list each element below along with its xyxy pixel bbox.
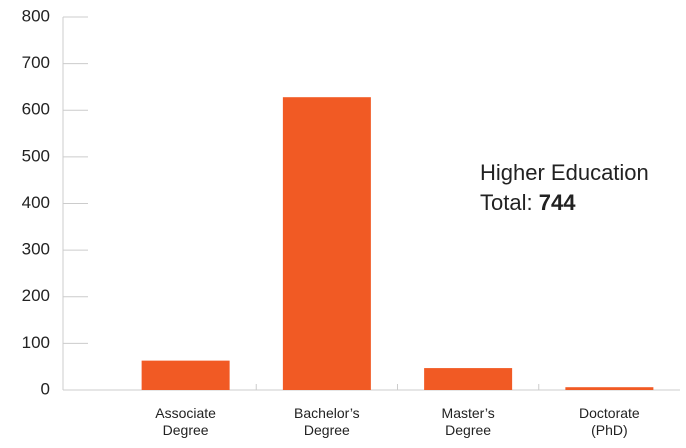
y-tick-label: 200 xyxy=(22,286,50,305)
y-tick-label: 400 xyxy=(22,193,50,212)
total-label: Total: xyxy=(480,190,533,215)
y-tick-label: 500 xyxy=(22,146,50,165)
bar xyxy=(565,387,654,390)
bar xyxy=(424,368,513,390)
annotation-total: Total: 744 xyxy=(480,188,649,218)
bar xyxy=(141,360,230,390)
x-tick-label: Associate Degree xyxy=(155,405,216,438)
x-tick-label: Bachelor’s Degree xyxy=(294,405,360,438)
annotation-title: Higher Education xyxy=(480,160,649,185)
y-tick-label: 0 xyxy=(41,379,50,398)
annotation: Higher Education Total: 744 xyxy=(480,158,649,218)
x-tick-label: Master’s Degree xyxy=(441,405,495,438)
x-tick-label: Doctorate (PhD) xyxy=(579,405,640,438)
y-tick-label: 300 xyxy=(22,240,50,259)
y-tick-label: 700 xyxy=(22,53,50,72)
y-tick-label: 600 xyxy=(22,100,50,119)
bar xyxy=(282,97,371,390)
y-tick-label: 800 xyxy=(22,6,50,25)
y-tick-label: 100 xyxy=(22,333,50,352)
total-value: 744 xyxy=(538,190,576,215)
